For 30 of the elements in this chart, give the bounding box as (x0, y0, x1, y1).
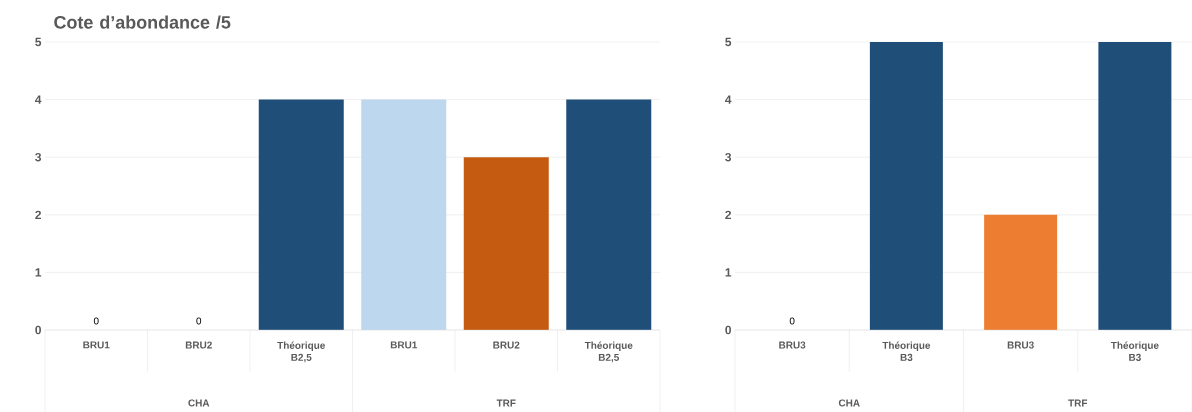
x-tick-label: BRU1 (83, 341, 110, 349)
x-tick-label: Théorique B3 (882, 341, 931, 361)
text: TRF (496, 399, 516, 407)
x-tick-label: Théorique B2,5 (277, 341, 325, 363)
data-label: 0 (196, 317, 202, 325)
y-tick-label: 1 (725, 268, 732, 277)
text: CHA (188, 399, 210, 407)
y-tick-label: 1 (35, 268, 42, 277)
text: CHA (838, 399, 860, 407)
x-tick-label: BRU2 (493, 341, 520, 349)
y-tick-label: 5 (35, 37, 42, 47)
y-tick-label: 5 (725, 37, 732, 47)
y-tick-label: 2 (35, 210, 41, 219)
x-tick-label: Théorique B2,5 (584, 341, 633, 363)
chart-title: Cote d’abondance /5 (54, 15, 231, 29)
y-tick-label: 4 (725, 95, 732, 104)
x-tick-label: BRU1 (390, 341, 418, 349)
x-tick-label: BRU3 (779, 341, 806, 349)
x-tick-label: BRU2 (185, 341, 212, 349)
y-tick-label: 3 (35, 152, 42, 162)
y-tick-label: 3 (725, 152, 732, 162)
y-tick-label: 4 (35, 95, 42, 104)
y-tick-label: 0 (35, 325, 41, 335)
data-label: 0 (93, 317, 99, 325)
data-label: 0 (789, 317, 795, 325)
y-tick-label: 0 (725, 325, 731, 335)
y-tick-label: 2 (725, 210, 732, 219)
text: TRF (1068, 399, 1088, 407)
x-tick-label: Théorique B3 (1110, 341, 1159, 361)
x-tick-label: BRU3 (1007, 341, 1034, 349)
